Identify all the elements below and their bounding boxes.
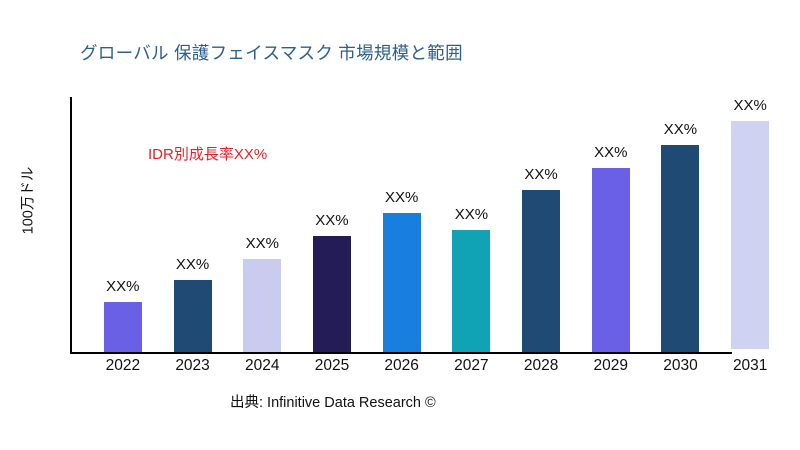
source-credit: 出典: Infinitive Data Research © <box>230 395 436 411</box>
bar-value-label: XX% <box>663 121 698 138</box>
bar-value-label: XX% <box>384 189 419 206</box>
bars-container: XX% 2022 XX% 2023 XX% 2024 XX% 2025 XX% 2026 XX% 20… <box>70 97 785 374</box>
x-tick-label-2031: 2031 <box>732 357 768 374</box>
bar-column-2029: XX% 2029 <box>576 97 646 374</box>
x-tick-label-2025: 2025 <box>314 357 350 374</box>
x-tick-label-2023: 2023 <box>175 357 210 374</box>
bar-value-label: XX% <box>245 235 279 252</box>
x-tick-label-2024: 2024 <box>245 357 280 374</box>
x-axis-line <box>70 352 732 354</box>
bar-column-2025: XX% 2025 <box>297 97 367 374</box>
chart-title: グローバル 保護フェイスマスク 市場規模と範囲 <box>80 43 463 63</box>
bar-column-2031: XX% 2031 <box>715 97 785 374</box>
bar-value-label: XX% <box>733 97 767 114</box>
bar-column-2028: XX% 2028 <box>506 97 576 374</box>
x-tick-label-2027: 2027 <box>454 357 489 374</box>
bar-value-label: XX% <box>454 206 489 223</box>
bar-2029 <box>591 168 630 352</box>
y-axis-label: 100万ドル <box>20 166 37 235</box>
bar-2031 <box>731 121 770 349</box>
bar-value-label: XX% <box>106 278 140 295</box>
bar-2027 <box>452 230 491 352</box>
x-tick-label-2029: 2029 <box>593 357 629 374</box>
bar-column-2027: XX% 2027 <box>437 97 507 374</box>
bar-value-label: XX% <box>175 256 210 273</box>
bar-2024 <box>243 259 282 352</box>
x-tick-label-2030: 2030 <box>663 357 698 374</box>
growth-rate-annotation: IDR別成長率XX% <box>148 146 268 163</box>
x-tick-label-2028: 2028 <box>523 357 559 374</box>
plot-area: IDR別成長率XX% XX% 2022 XX% 2023 XX% 2024 XX% 2025 X… <box>70 97 785 374</box>
bar-2026 <box>382 213 421 352</box>
bar-2030 <box>661 145 700 352</box>
bar-column-2030: XX% 2030 <box>646 97 716 374</box>
bar-2025 <box>312 236 351 352</box>
bar-value-label: XX% <box>594 144 628 161</box>
x-tick-label-2026: 2026 <box>384 357 419 374</box>
bar-value-label: XX% <box>315 212 349 229</box>
bar-column-2024: XX% 2024 <box>227 97 297 374</box>
x-tick-label-2022: 2022 <box>105 357 141 374</box>
bar-column-2022: XX% 2022 <box>88 97 158 374</box>
bar-2023 <box>173 280 212 352</box>
bar-column-2026: XX% 2026 <box>367 97 437 374</box>
bar-value-label: XX% <box>524 166 558 183</box>
bar-2028 <box>522 190 561 352</box>
y-axis-line <box>70 97 72 354</box>
bar-column-2023: XX% 2023 <box>158 97 228 374</box>
bar-2022 <box>103 302 142 352</box>
